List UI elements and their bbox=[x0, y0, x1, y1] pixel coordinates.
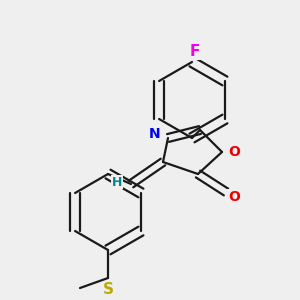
Text: F: F bbox=[190, 44, 200, 59]
Text: H: H bbox=[112, 176, 122, 188]
Text: N: N bbox=[149, 127, 161, 141]
Text: O: O bbox=[228, 145, 240, 159]
Text: S: S bbox=[103, 283, 113, 298]
Text: O: O bbox=[228, 190, 240, 204]
